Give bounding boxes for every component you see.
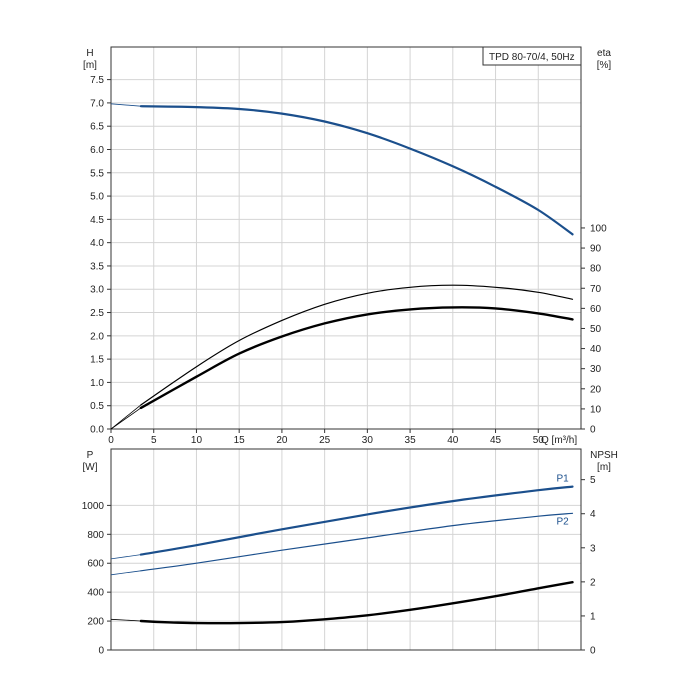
left-axis-tick-label: 600 xyxy=(87,559,104,570)
right-axis-tick-label: 10 xyxy=(590,404,602,415)
right-axis-tick-label: 0 xyxy=(590,425,596,436)
x-axis-tick-label: 5 xyxy=(151,435,157,446)
series-extension-line xyxy=(110,570,141,576)
right-axis-tick-label: 1 xyxy=(590,611,596,622)
left-axis-tick-label: 6.5 xyxy=(90,122,104,133)
right-axis-tick-label: 4 xyxy=(590,509,596,520)
right-axis-tick-label: 3 xyxy=(590,543,596,554)
power-npsh-panel: 0 200 400 600 800 1000 0 1 2 3 4 5 P[W] NPSH[m] P1 P2 xyxy=(82,448,618,657)
left-axis-tick-label: 800 xyxy=(87,530,104,541)
x-axis-tick-label: 20 xyxy=(276,435,288,446)
right-axis-unit: [%] xyxy=(597,60,612,71)
left-axis-tick-label: 2.5 xyxy=(90,308,104,319)
x-axis-tick-label: 25 xyxy=(319,435,331,446)
x-axis-tick-label: 35 xyxy=(405,435,417,446)
chart-title: TPD 80-70/4, 50Hz xyxy=(489,52,575,63)
series-line-curve-1 xyxy=(140,284,574,406)
x-axis-tick-label: 45 xyxy=(490,435,502,446)
left-axis-tick-label: 5.0 xyxy=(90,192,104,203)
right-axis-tick-label: 20 xyxy=(590,384,602,395)
left-axis-tick-label: 1.5 xyxy=(90,355,104,366)
x-axis-tick-label: 50 xyxy=(533,435,545,446)
right-axis-tick-label: 0 xyxy=(590,646,596,657)
x-axis-title: Q [m³/h] xyxy=(541,435,577,446)
right-axis-tick-label: 30 xyxy=(590,364,602,375)
left-axis-tick-label: 200 xyxy=(87,617,104,628)
series-line-curve-2 xyxy=(139,581,574,625)
x-axis-tick-label: 15 xyxy=(234,435,246,446)
right-axis-tick-label: 80 xyxy=(590,264,602,275)
right-axis-tick-label: 90 xyxy=(590,244,602,255)
series-extension-line xyxy=(110,407,142,430)
left-axis-tick-label: 1000 xyxy=(82,501,105,512)
left-axis-title: H xyxy=(86,48,93,59)
left-axis-tick-label: 7.5 xyxy=(90,75,104,86)
left-axis-tick-label: 4.5 xyxy=(90,215,104,226)
x-axis-tick-label: 40 xyxy=(447,435,459,446)
series-label-p2: P2 xyxy=(556,516,569,527)
series-line-p1 xyxy=(139,485,574,556)
right-axis-tick-label: 70 xyxy=(590,284,602,295)
right-axis-unit: [m] xyxy=(597,462,611,473)
series-extension-line xyxy=(110,404,142,430)
series-label-p1: P1 xyxy=(556,474,569,485)
chart-title-box xyxy=(482,46,582,66)
series-extension-line xyxy=(110,103,141,107)
series-line-curve-0 xyxy=(139,105,574,236)
plot-frame xyxy=(110,46,582,430)
right-axis-title: eta xyxy=(597,48,611,59)
series-line-curve-2 xyxy=(139,306,574,410)
series-extension-line xyxy=(110,554,141,560)
right-axis-tick-label: 2 xyxy=(590,577,596,588)
series-extension-line xyxy=(110,618,141,622)
right-axis-tick-label: 50 xyxy=(590,324,602,335)
left-axis-title: P xyxy=(87,450,94,461)
left-axis-tick-label: 6.0 xyxy=(90,145,104,156)
x-axis-tick-label: 10 xyxy=(191,435,203,446)
left-axis-tick-label: 7.0 xyxy=(90,98,104,109)
head-efficiency-panel: 0.0 0.5 1.0 1.5 2.0 2.5 3.0 3.5 4.0 4.5 5.0 5.5 6.0 6… xyxy=(83,46,612,446)
right-axis-tick-label: 40 xyxy=(590,344,602,355)
left-axis-tick-label: 0.5 xyxy=(90,401,104,412)
left-axis-tick-label: 5.5 xyxy=(90,168,104,179)
right-axis-tick-label: 5 xyxy=(590,475,596,486)
left-axis-tick-label: 0.0 xyxy=(90,425,104,436)
x-axis-tick-label: 30 xyxy=(362,435,374,446)
left-axis-unit: [m] xyxy=(83,60,97,71)
right-axis-tick-label: 100 xyxy=(590,223,607,234)
left-axis-tick-label: 0 xyxy=(98,646,104,657)
left-axis-tick-label: 2.0 xyxy=(90,331,104,342)
left-axis-tick-label: 3.5 xyxy=(90,261,104,272)
series-line-p2 xyxy=(140,512,574,572)
right-axis-title: NPSH xyxy=(590,450,618,461)
right-axis-tick-label: 60 xyxy=(590,304,602,315)
left-axis-tick-label: 3.0 xyxy=(90,285,104,296)
left-axis-tick-label: 4.0 xyxy=(90,238,104,249)
left-axis-unit: [W] xyxy=(83,462,98,473)
x-axis-tick-label: 0 xyxy=(108,435,114,446)
left-axis-tick-label: 1.0 xyxy=(90,378,104,389)
plot-frame xyxy=(110,448,582,651)
left-axis-tick-label: 400 xyxy=(87,588,104,599)
